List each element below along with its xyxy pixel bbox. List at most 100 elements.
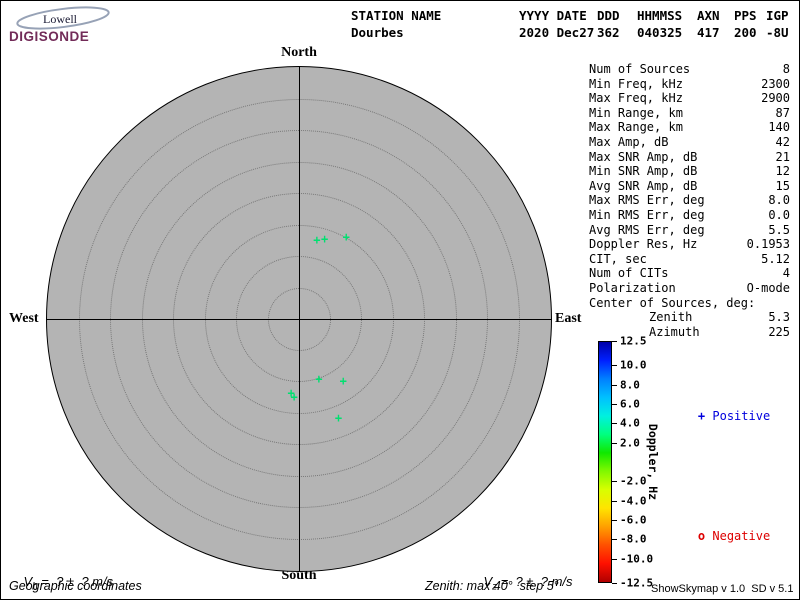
parameter-label: Max Freq, kHz	[589, 91, 683, 106]
parameter-label: Min Freq, kHz	[589, 76, 683, 91]
parameter-value: 8.0	[768, 193, 790, 208]
logo-digisonde-text: DIGISONDE	[9, 29, 90, 44]
colorbar-tick-label: -2.0	[620, 474, 647, 488]
time-value: 040325	[637, 25, 683, 40]
parameter-label: Azimuth	[649, 324, 700, 339]
colorbar-tick-label: 8.0	[620, 378, 640, 392]
parameter-row: Max Amp, dB 42	[589, 135, 790, 150]
parameter-row: Center of Sources, deg:	[589, 296, 790, 311]
parameter-label: CIT, sec	[589, 251, 647, 266]
parameter-value: 4	[782, 266, 790, 281]
colorbar-tick-label: 10.0	[620, 358, 647, 372]
pps-value: 200	[734, 25, 757, 40]
parameter-value: 15	[775, 178, 790, 193]
parameter-row: Max SNR Amp, dB 21	[589, 150, 790, 165]
doy-label: DDD	[597, 8, 620, 23]
parameter-label: Zenith	[649, 310, 693, 325]
colorbar-title: Doppler, Hz	[646, 423, 660, 501]
parameter-label: Num of CITs	[589, 266, 669, 281]
igp-value: -8U	[766, 25, 789, 40]
lowell-digisonde-logo: Lowell DIGISONDE	[7, 5, 139, 51]
skymap-source-point: +	[342, 230, 350, 245]
parameter-row: CIT, sec 5.12	[589, 252, 790, 267]
skymap-source-point: +	[313, 232, 321, 247]
colorbar-tick-label: 4.0	[620, 416, 640, 430]
parameter-label: Doppler Res, Hz	[589, 237, 698, 252]
parameter-value: 5.12	[761, 251, 790, 266]
colorbar-tick	[612, 481, 617, 483]
parameter-value: 5.5	[768, 222, 790, 237]
colorbar-ticks-layer: 12.5 10.0 8.0 6.0 4.0 2.0 -2.0 -4.0 -6.0 -8.0 -10.…	[598, 335, 658, 590]
vertical-velocity-readout: Vz = ? ± ? m/s	[469, 559, 572, 599]
parameter-label: Avg SNR Amp, dB	[589, 178, 698, 193]
skymap-source-point: +	[320, 232, 329, 247]
parameter-value: 225	[768, 324, 790, 339]
skymap-source-point: +	[290, 389, 298, 404]
parameter-value: 42	[775, 134, 790, 149]
vh-subscript: h	[32, 581, 38, 593]
skymap-source-point: +	[334, 410, 343, 425]
parameter-value: 0.1953	[746, 237, 790, 252]
parameter-row: Min SNR Amp, dB 12	[589, 164, 790, 179]
parameter-value: 2300	[761, 76, 790, 91]
header-bar: STATION NAME YYYY DATE DDD HHMMSS AXN PP…	[351, 7, 794, 41]
colorbar-tick-label: 12.5	[620, 334, 647, 348]
logo-lowell-text: Lowell	[43, 12, 77, 26]
colorbar-tick	[612, 384, 617, 386]
colorbar-tick	[612, 365, 617, 367]
header-labels-row: STATION NAME YYYY DATE DDD HHMMSS AXN PP…	[351, 7, 794, 24]
parameter-value: 8	[782, 62, 790, 76]
parameter-value: 87	[775, 105, 790, 120]
colorbar-tick	[612, 423, 617, 425]
compass-label-east: East	[555, 311, 582, 326]
compass-label-north: North	[281, 45, 317, 60]
parameter-row: Max Freq, kHz 2900	[589, 91, 790, 106]
doy-value: 362	[597, 25, 620, 40]
parameter-label: Min SNR Amp, dB	[589, 164, 698, 179]
legend-negative-text: Negative	[712, 529, 771, 543]
east-west-axis	[47, 319, 551, 320]
date-label: YYYY DATE	[519, 8, 587, 23]
orbit-ellipse-icon	[16, 6, 110, 30]
pps-label: PPS	[734, 8, 757, 23]
date-value: 2020 Dec27	[519, 25, 595, 40]
axn-value: 417	[697, 25, 720, 40]
vz-symbol: V	[483, 574, 493, 589]
colorbar-tick	[612, 558, 617, 560]
colorbar-tick-label: -8.0	[620, 532, 647, 546]
vh-symbol: V	[23, 574, 33, 589]
legend-positive-text: Positive	[712, 409, 771, 423]
parameter-value: 21	[775, 149, 790, 164]
parameter-value: 0.0	[768, 207, 790, 222]
time-label: HHMMSS	[637, 8, 683, 23]
parameter-row: Avg RMS Err, deg 5.5	[589, 223, 790, 238]
parameter-row: Num of Sources 8	[589, 62, 790, 77]
parameter-row: Num of CITs 4	[589, 266, 790, 281]
parameter-row: Avg SNR Amp, dB 15	[589, 179, 790, 194]
colorbar-tick	[612, 520, 617, 522]
station-name-label: STATION NAME	[351, 8, 442, 23]
skymap-polar-plot: + + + + + + + +	[46, 66, 552, 572]
colorbar-tick	[612, 341, 617, 342]
axn-label: AXN	[697, 8, 720, 23]
colorbar-tick	[612, 500, 617, 502]
parameter-value: 140	[768, 120, 790, 135]
parameter-value: 12	[775, 164, 790, 179]
colorbar-tick-label: -6.0	[620, 513, 647, 527]
vh-value: = ? ± ? m/s	[37, 574, 114, 589]
parameter-value: 5.3	[768, 310, 790, 325]
colorbar-tick	[612, 539, 617, 541]
legend-negative: o Negative	[669, 515, 770, 557]
parameter-value: 2900	[761, 91, 790, 106]
plus-icon: +	[697, 409, 706, 423]
colorbar-tick	[612, 583, 617, 584]
colorbar-tick-label: -10.0	[620, 552, 654, 566]
parameter-label: Min Range, km	[589, 105, 683, 120]
colorbar-tick-label: -4.0	[620, 494, 647, 508]
parameter-row: Polarization O-mode	[589, 281, 790, 296]
parameter-row: Max Range, km 140	[589, 120, 790, 135]
parameter-row: Min Range, km 87	[589, 106, 790, 121]
parameter-row: Doppler Res, Hz 0.1953	[589, 237, 790, 252]
colorbar-tick-label: 2.0	[620, 436, 640, 450]
version-text: ShowSkymap v 1.0 SD v 5.1	[651, 583, 794, 595]
